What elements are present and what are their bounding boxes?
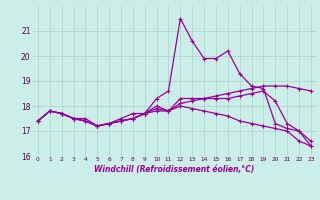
X-axis label: Windchill (Refroidissement éolien,°C): Windchill (Refroidissement éolien,°C) bbox=[94, 165, 255, 174]
